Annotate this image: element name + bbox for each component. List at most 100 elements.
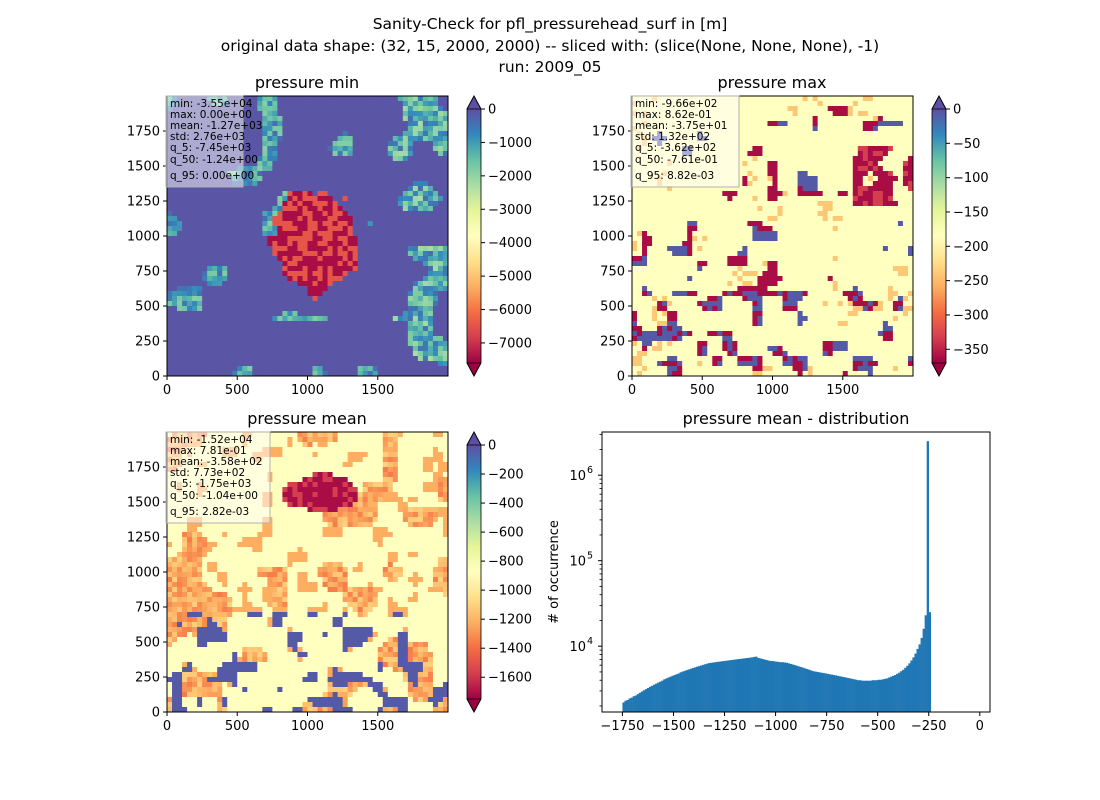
heatmap-cell: [217, 341, 223, 347]
heatmap-cell: [442, 261, 448, 267]
heatmap-cell: [367, 331, 374, 337]
heatmap-cell: [237, 221, 243, 227]
heatmap-cell: [352, 181, 359, 187]
heatmap-cell: [237, 366, 243, 372]
heatmap-cell: [322, 161, 328, 167]
heatmap-cell: [742, 196, 748, 202]
heatmap-cell: [197, 231, 203, 237]
heatmap-cell: [307, 221, 313, 227]
heatmap-cell: [397, 101, 404, 107]
heatmap-cell: [782, 231, 788, 237]
heatmap-cell: [312, 306, 318, 312]
heatmap-cell: [427, 226, 434, 232]
heatmap-cell: [842, 206, 849, 212]
heatmap-cell: [377, 166, 384, 172]
heatmap-cell: [242, 281, 248, 287]
heatmap-cell: [387, 346, 394, 352]
heatmap-cell: [387, 241, 394, 247]
heatmap-cell: [322, 201, 328, 207]
heatmap-cell: [252, 336, 258, 342]
heatmap-cell: [437, 131, 444, 137]
heatmap-cell: [407, 191, 414, 197]
heatmap-cell: [392, 316, 399, 322]
heatmap-cell: [412, 306, 419, 312]
heatmap-cell: [262, 156, 268, 162]
heatmap-cell: [382, 306, 389, 312]
heatmap-cell: [187, 261, 193, 267]
heatmap-cell: [197, 226, 203, 232]
heatmap-cell: [192, 326, 198, 332]
heatmap-cell: [172, 226, 178, 232]
heatmap-cell: [442, 136, 448, 142]
heatmap-cell: [352, 371, 359, 376]
heatmap-cell: [357, 256, 364, 262]
heatmap-cell: [307, 196, 313, 202]
heatmap-cell: [237, 311, 243, 317]
heatmap-cell: [772, 131, 778, 137]
heatmap-cell: [772, 161, 778, 167]
heatmap-cell: [407, 131, 414, 137]
heatmap-cell: [227, 316, 233, 322]
heatmap-cell: [317, 316, 323, 322]
heatmap-cell: [837, 226, 844, 232]
heatmap-cell: [387, 216, 394, 222]
heatmap-cell: [207, 241, 213, 247]
x-tick-label: 1000: [291, 383, 324, 398]
heatmap-cell: [407, 141, 414, 147]
heatmap-cell: [367, 151, 374, 157]
heatmap-cell: [247, 291, 253, 297]
heatmap-cell: [442, 211, 448, 217]
heatmap-cell: [317, 356, 323, 362]
heatmap-cell: [367, 131, 374, 137]
heatmap-cell: [267, 371, 273, 376]
heatmap-cell: [317, 326, 323, 332]
colorbar-gradient: [467, 109, 481, 363]
heatmap-cell: [847, 221, 854, 227]
heatmap-cell: [317, 296, 323, 302]
heatmap-cell: [867, 146, 874, 152]
heatmap-cell: [177, 241, 183, 247]
heatmap-cell: [747, 96, 753, 102]
heatmap-cell: [872, 151, 879, 157]
heatmap-cell: [357, 351, 364, 357]
heatmap-cell: [252, 366, 258, 372]
heatmap-cell: [267, 206, 273, 212]
heatmap-cell: [647, 191, 653, 197]
heatmap-cell: [192, 316, 198, 322]
heatmap-cell: [827, 206, 834, 212]
heatmap-cell: [737, 131, 743, 137]
heatmap-cell: [437, 286, 444, 292]
heatmap-cell: [347, 236, 354, 242]
heatmap-cell: [272, 331, 278, 337]
heatmap-cell: [412, 346, 419, 352]
heatmap-cell: [362, 106, 369, 112]
heatmap-cell: [857, 96, 864, 102]
heatmap-cell: [322, 336, 328, 342]
heatmap-cell: [322, 351, 328, 357]
heatmap-cell: [352, 316, 359, 322]
heatmap-cell: [242, 131, 248, 137]
heatmap-cell: [297, 356, 303, 362]
heatmap-cell: [652, 216, 658, 222]
heatmap-cell: [292, 131, 298, 137]
heatmap-cell: [847, 236, 854, 242]
heatmap-cell: [322, 121, 328, 127]
heatmap-cell: [262, 246, 268, 252]
heatmap-cell: [312, 96, 318, 102]
heatmap-cell: [417, 156, 424, 162]
heatmap-cell: [432, 356, 439, 362]
heatmap-cell: [272, 251, 278, 257]
heatmap-cell: [812, 186, 819, 192]
heatmap-cell: [172, 201, 178, 207]
heatmap-cell: [407, 241, 414, 247]
heatmap-cell: [382, 171, 389, 177]
heatmap-cell: [432, 316, 439, 322]
heatmap-cell: [222, 316, 228, 322]
heatmap-cell: [247, 341, 253, 347]
heatmap-cell: [277, 361, 283, 367]
heatmap-cell: [297, 201, 303, 207]
heatmap-cell: [382, 346, 389, 352]
heatmap-cell: [442, 226, 448, 232]
heatmap-cell: [382, 266, 389, 272]
heatmap-cell: [257, 121, 263, 127]
